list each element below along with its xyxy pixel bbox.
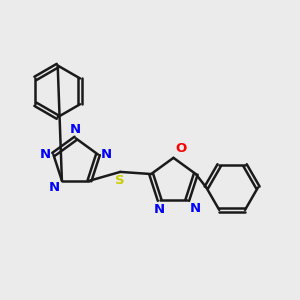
Text: N: N — [40, 148, 51, 161]
Text: S: S — [116, 174, 125, 187]
Text: N: N — [100, 148, 112, 161]
Text: N: N — [70, 123, 81, 136]
Text: N: N — [153, 203, 164, 216]
Text: O: O — [176, 142, 187, 155]
Text: N: N — [190, 202, 201, 215]
Text: N: N — [48, 182, 60, 194]
